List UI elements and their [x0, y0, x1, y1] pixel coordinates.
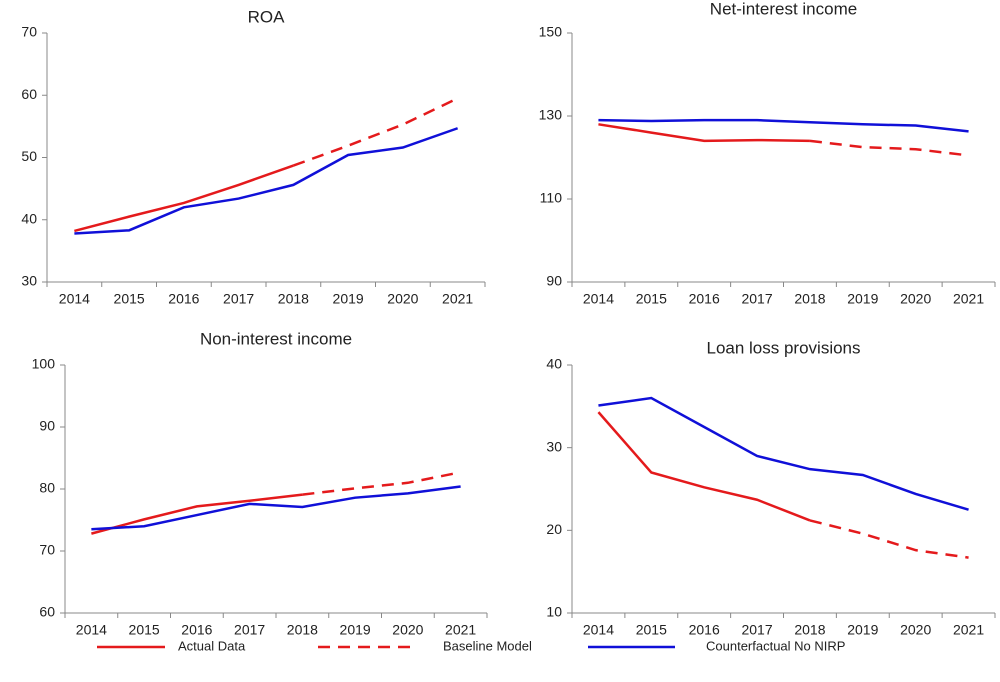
x-tick-label: 2020 — [900, 291, 931, 307]
y-tick-label: 50 — [21, 148, 37, 164]
legend-label: Counterfactual No NIRP — [706, 638, 845, 653]
x-tick-label: 2019 — [333, 291, 364, 307]
x-tick-label: 2019 — [847, 291, 878, 307]
x-tick-label: 2017 — [741, 622, 772, 638]
x-tick-label: 2015 — [129, 622, 160, 638]
x-tick-label: 2015 — [114, 291, 145, 307]
series-line — [597, 411, 811, 522]
x-tick-label: 2019 — [847, 622, 878, 638]
x-tick-label: 2015 — [636, 291, 667, 307]
x-tick-label: 2017 — [741, 291, 772, 307]
y-tick-label: 150 — [539, 24, 563, 40]
x-tick-label: 2014 — [583, 291, 614, 307]
x-tick-label: 2017 — [223, 291, 254, 307]
y-tick-label: 60 — [21, 86, 37, 102]
x-tick-label: 2016 — [689, 291, 720, 307]
x-tick-label: 2016 — [689, 622, 720, 638]
x-tick-label: 2021 — [953, 622, 984, 638]
x-tick-label: 2021 — [445, 622, 476, 638]
series-line — [91, 493, 303, 535]
chart-title: Non-interest income — [200, 329, 352, 348]
y-tick-label: 110 — [540, 190, 563, 206]
y-tick-label: 90 — [546, 273, 562, 289]
series-line — [809, 519, 969, 559]
x-tick-label: 2021 — [442, 291, 473, 307]
x-tick-label: 2020 — [392, 622, 423, 638]
y-tick-label: 130 — [539, 107, 563, 123]
series-line — [302, 471, 461, 496]
legend-label: Actual Data — [178, 638, 246, 653]
y-tick-label: 40 — [546, 356, 562, 372]
x-tick-label: 2014 — [76, 622, 107, 638]
y-tick-label: 60 — [39, 604, 55, 620]
x-tick-label: 2017 — [234, 622, 265, 638]
x-tick-label: 2016 — [168, 291, 199, 307]
x-tick-label: 2019 — [340, 622, 371, 638]
series-line — [598, 396, 969, 511]
y-tick-label: 70 — [21, 24, 37, 40]
x-tick-label: 2015 — [636, 622, 667, 638]
series-line — [598, 118, 969, 133]
x-tick-label: 2018 — [794, 291, 825, 307]
x-tick-label: 2018 — [287, 622, 318, 638]
y-tick-label: 100 — [32, 356, 56, 372]
x-tick-label: 2021 — [953, 291, 984, 307]
y-tick-label: 70 — [39, 542, 55, 558]
series-line — [74, 127, 459, 235]
y-tick-label: 40 — [21, 210, 37, 226]
series-line — [91, 485, 461, 531]
x-tick-label: 2018 — [278, 291, 309, 307]
chart-title: Net-interest income — [710, 0, 857, 18]
y-tick-label: 20 — [546, 521, 562, 537]
series-line — [598, 123, 810, 143]
y-tick-label: 90 — [39, 418, 55, 434]
y-tick-label: 30 — [21, 273, 37, 289]
x-tick-label: 2020 — [900, 622, 931, 638]
y-tick-label: 30 — [546, 438, 562, 454]
y-tick-label: 80 — [39, 480, 55, 496]
series-line — [74, 164, 294, 233]
x-tick-label: 2014 — [583, 622, 614, 638]
series-line — [809, 139, 969, 157]
chart-title: ROA — [248, 7, 286, 26]
x-tick-label: 2018 — [794, 622, 825, 638]
series-line — [292, 97, 459, 167]
y-tick-label: 10 — [546, 604, 562, 620]
chart-title: Loan loss provisions — [706, 338, 860, 357]
x-tick-label: 2020 — [387, 291, 418, 307]
x-tick-label: 2014 — [59, 291, 90, 307]
legend-label: Baseline Model — [443, 638, 532, 653]
x-tick-label: 2016 — [181, 622, 212, 638]
